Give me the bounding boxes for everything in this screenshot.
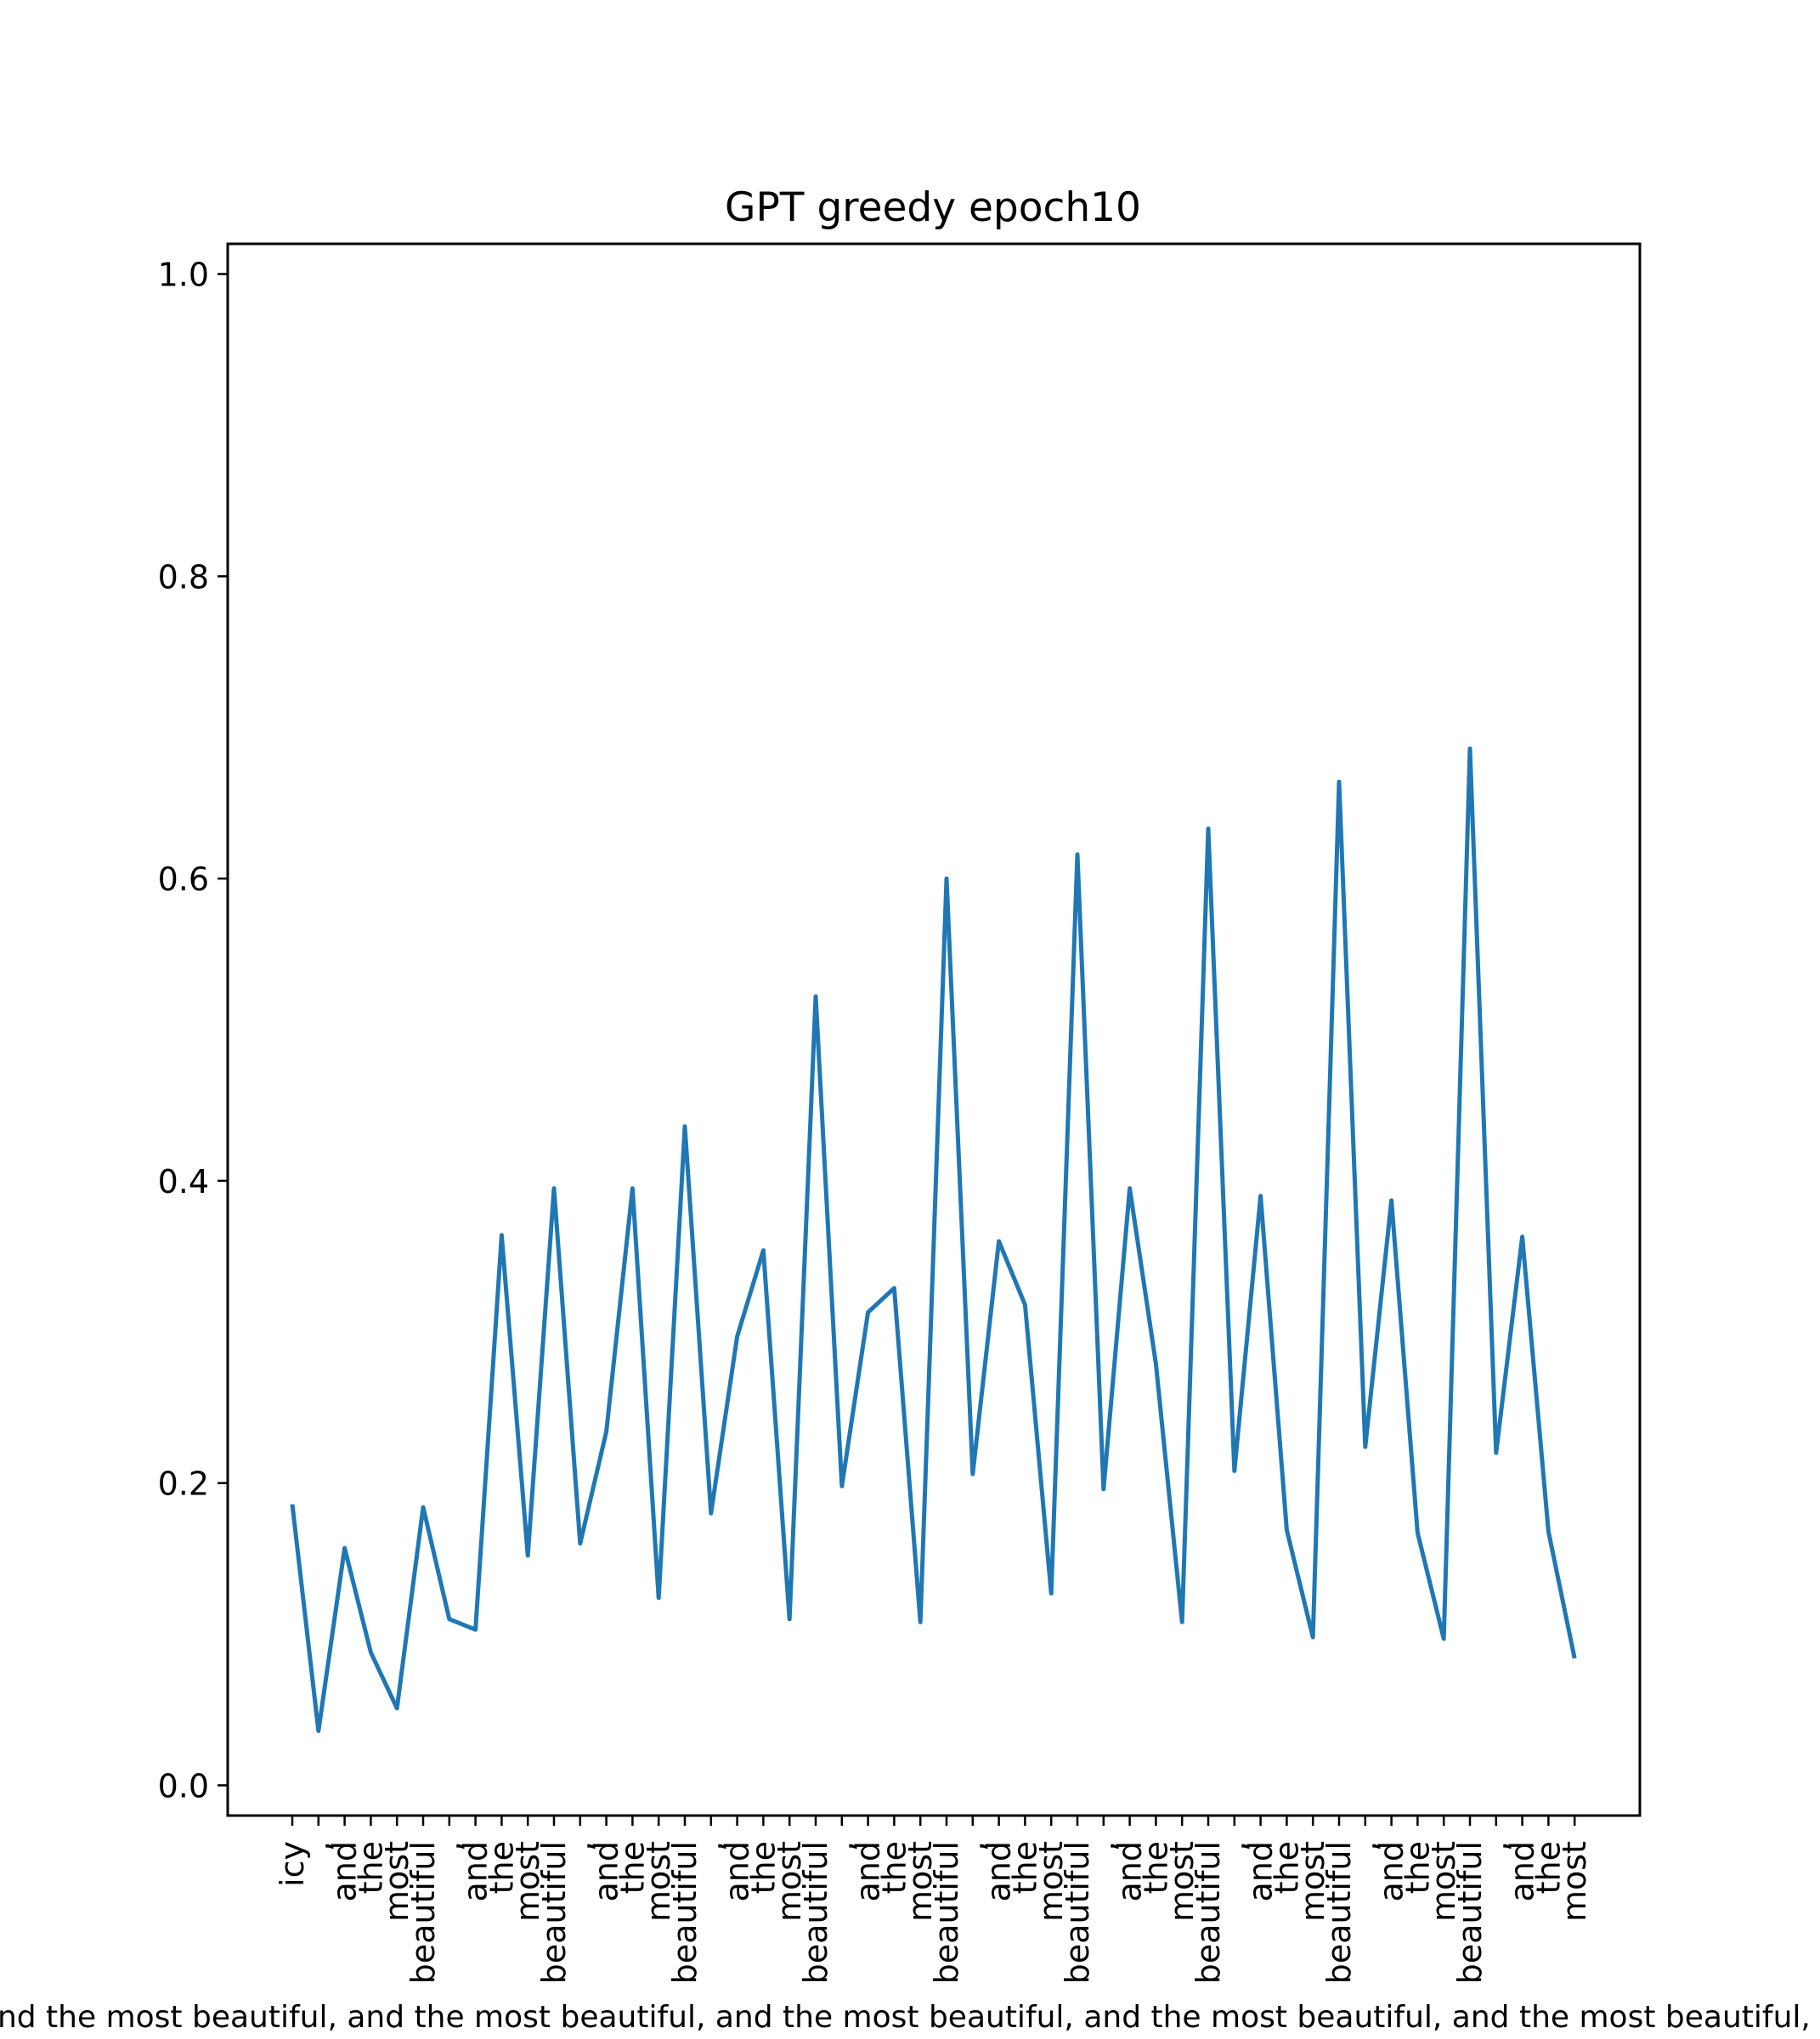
x-tick-label: most	[1425, 1841, 1462, 1922]
x-tick-label: the	[1529, 1841, 1567, 1894]
x-tick-label: the	[483, 1841, 520, 1894]
x-tick-label: most	[1556, 1841, 1593, 1922]
x-tick-label: and	[1373, 1841, 1410, 1902]
y-axis: 0.0 0.2 0.4 0.6 0.8 1.0	[158, 257, 228, 1805]
x-tick-label: ,	[692, 1841, 730, 1851]
x-tick-label: ,	[1085, 1841, 1122, 1851]
x-tick-label: most	[1032, 1841, 1070, 1922]
series-line-group	[290, 746, 1577, 1733]
x-tick-label: most	[640, 1841, 677, 1922]
y-tick-label: 0.8	[158, 558, 209, 596]
x-tick-label: beautiful	[928, 1841, 965, 1984]
y-tick-label: 1.0	[158, 257, 209, 294]
x-tick-label: most	[902, 1841, 939, 1922]
x-tick-label: most	[1294, 1841, 1331, 1922]
x-tick-label: the	[1268, 1841, 1305, 1894]
x-tick-label: and	[588, 1841, 625, 1902]
x-tick-label: the	[875, 1841, 913, 1894]
x-tick-label: most	[1163, 1841, 1201, 1922]
x-tick-label: the	[1399, 1841, 1436, 1894]
x-tick-label: beautiful	[1059, 1841, 1096, 1984]
caption-text: , and the most beautiful, and the most b…	[0, 2000, 1820, 2035]
x-tick-label: ,	[954, 1841, 992, 1851]
x-tick-label: ,	[1216, 1841, 1253, 1851]
x-tick-label: the	[352, 1841, 389, 1894]
x-tick-label: and	[981, 1841, 1018, 1902]
x-tick-label: and	[719, 1841, 756, 1902]
x-tick-label: most	[771, 1841, 808, 1922]
x-tick-label: icy	[274, 1841, 311, 1887]
x-tick-label: beautiful	[1451, 1841, 1489, 1984]
x-tick-label: and	[1504, 1841, 1541, 1902]
x-tick-label: the	[744, 1841, 782, 1894]
x-tick-label: the	[613, 1841, 651, 1894]
y-tick-label: 0.0	[158, 1767, 209, 1805]
x-tick-label: ,	[823, 1841, 861, 1851]
x-tick-label: the	[1137, 1841, 1174, 1894]
x-tick-label: beautiful	[404, 1841, 442, 1984]
x-tick-label: and	[457, 1841, 495, 1902]
y-tick-label: 0.2	[158, 1466, 209, 1503]
y-tick-label: 0.6	[158, 861, 209, 898]
plot-frame	[226, 242, 1642, 1817]
x-tick-label: beautiful	[1320, 1841, 1358, 1984]
x-tick-label: ,	[431, 1841, 468, 1851]
x-tick-label: beautiful	[535, 1841, 573, 1984]
x-tick-label: most	[378, 1841, 415, 1922]
x-tick-label: and	[1242, 1841, 1280, 1902]
x-tick-label: beautiful	[1190, 1841, 1227, 1984]
x-tick-label: ,	[562, 1841, 599, 1851]
x-tick-label: most	[509, 1841, 546, 1922]
x-tick-label: ,	[300, 1841, 337, 1851]
x-tick-label: and	[326, 1841, 364, 1902]
x-tick-label: beautiful	[666, 1841, 704, 1984]
x-tick-label: ,	[1478, 1841, 1515, 1851]
y-tick-label: 0.4	[158, 1163, 209, 1200]
x-tick-label: beautiful	[797, 1841, 834, 1984]
x-tick-label: and	[1111, 1841, 1149, 1902]
series-line	[290, 746, 1577, 1733]
x-tick-label: and	[850, 1841, 887, 1902]
x-axis: icy,andthemostbeautiful,andthemostbeauti…	[274, 1816, 1593, 1984]
chart-title: GPT greedy epoch10	[725, 184, 1141, 231]
caption-text-container: , and the most beautiful, and the most b…	[0, 1997, 1820, 2039]
x-tick-label: ,	[1347, 1841, 1384, 1851]
x-tick-label: the	[1006, 1841, 1043, 1894]
